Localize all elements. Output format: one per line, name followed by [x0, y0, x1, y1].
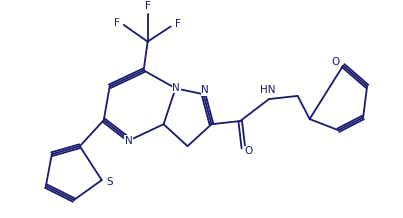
- Text: N: N: [172, 82, 180, 92]
- Text: F: F: [175, 19, 181, 29]
- Text: F: F: [145, 1, 151, 11]
- Text: HN: HN: [260, 85, 276, 95]
- Text: N: N: [201, 85, 209, 95]
- Text: O: O: [331, 57, 339, 67]
- Text: F: F: [114, 18, 119, 28]
- Text: N: N: [125, 136, 133, 146]
- Text: O: O: [244, 146, 252, 156]
- Text: S: S: [106, 177, 113, 187]
